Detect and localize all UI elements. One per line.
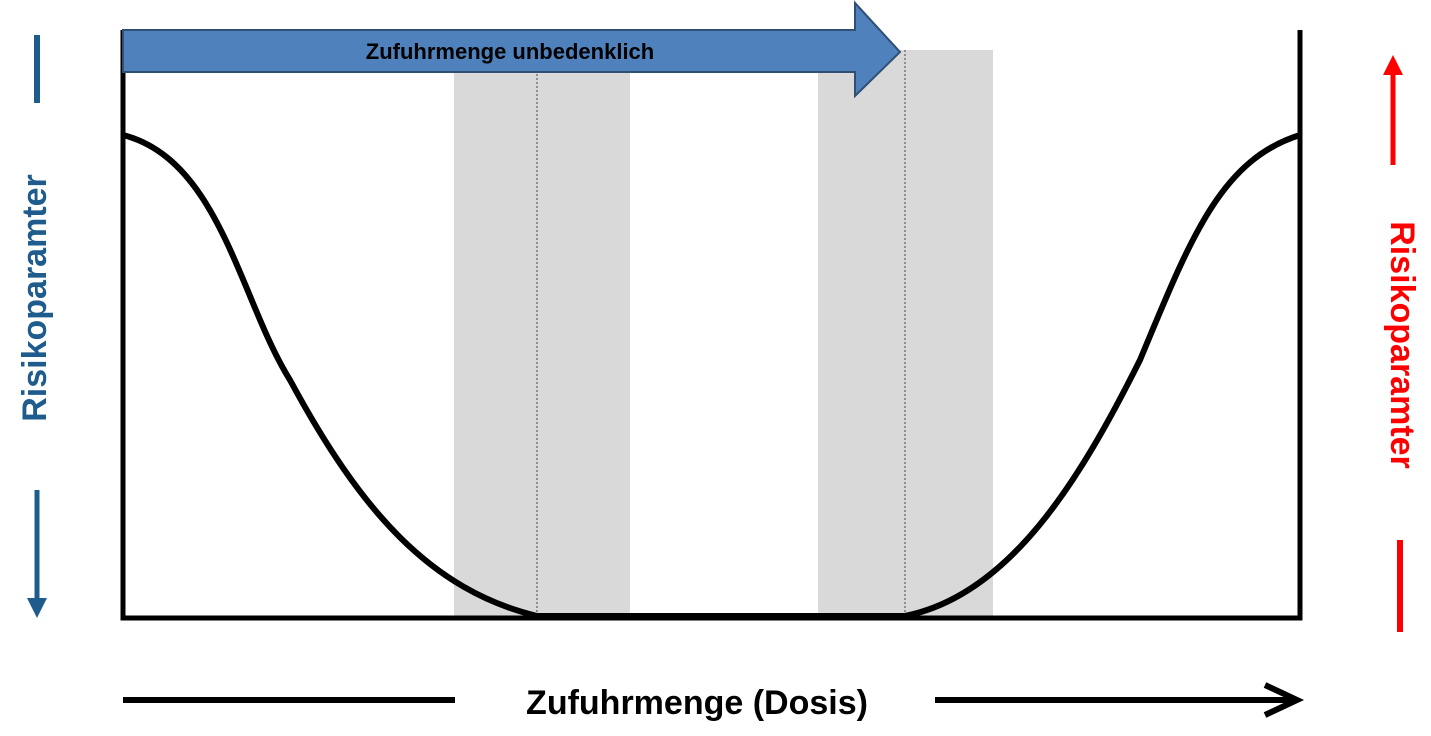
x-label: Zufuhrmenge (Dosis): [526, 684, 868, 722]
left-label: Risikoparamter: [16, 174, 54, 422]
arrow-label: Zufuhrmenge unbedenklich: [366, 39, 654, 64]
arrow-head: [1383, 55, 1403, 75]
band: [454, 70, 630, 616]
arrow-head: [27, 598, 47, 618]
risk-curve: [122, 132, 1301, 619]
frame: [120, 30, 1303, 621]
band: [818, 50, 993, 616]
right-label: Risikoparamter: [1383, 221, 1421, 469]
safe-arrow: [122, 0, 902, 99]
axis-arrow-head: [1263, 682, 1305, 718]
